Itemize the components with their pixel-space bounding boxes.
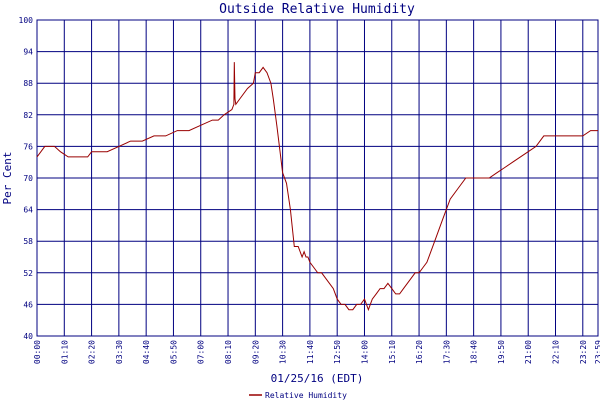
legend-label: Relative Humidity (265, 391, 347, 400)
x-tick-label: 09:20 (251, 340, 260, 364)
grid (36, 19, 599, 337)
x-tick-label: 03:30 (115, 340, 124, 364)
x-tick-label: 02:20 (88, 340, 97, 364)
x-tick-label: 23:20 (579, 340, 588, 364)
x-tick-label: 21:00 (524, 340, 533, 364)
x-tick-label: 22:10 (552, 340, 561, 364)
y-tick-label: 46 (23, 300, 33, 309)
x-tick-label: 00:00 (33, 340, 42, 364)
x-axis-label: 01/25/16 (EDT) (271, 372, 364, 385)
legend: Relative Humidity (249, 391, 347, 400)
x-tick-label: 04:40 (142, 340, 151, 364)
y-axis-label: Per Cent (1, 152, 14, 205)
x-tick-label: 11:40 (306, 340, 315, 364)
x-tick-labels: 00:00 01:10 02:20 03:30 04:40 05:50 07:00 08:10… (33, 340, 600, 364)
x-tick-label: 08:10 (224, 340, 233, 364)
x-tick-label: 19:50 (497, 340, 506, 364)
y-tick-label: 58 (23, 237, 33, 246)
x-tick-label: 10:30 (279, 340, 288, 364)
series-line-relative-humidity (36, 62, 598, 312)
y-tick-label: 40 (23, 332, 33, 341)
x-tick-label: 14:00 (360, 340, 369, 364)
x-tick-label: 01:10 (60, 340, 69, 364)
y-tick-labels: 40 46 52 58 64 70 76 82 88 94 100 (19, 16, 34, 341)
x-tick-label: 12:50 (333, 340, 342, 364)
x-tick-label: 17:30 (442, 340, 451, 364)
x-tick-label: 18:40 (470, 340, 479, 364)
y-tick-label: 88 (23, 79, 33, 88)
y-tick-label: 64 (23, 206, 33, 215)
plot-frame (36, 19, 599, 337)
x-tick-label: 05:50 (169, 340, 178, 364)
x-tick-label: 15:10 (388, 340, 397, 364)
x-tick-label: 23:59 (594, 340, 600, 364)
y-tick-label: 94 (23, 48, 33, 57)
x-tick-label: 16:20 (415, 340, 424, 364)
x-tick-label: 07:00 (197, 340, 206, 364)
y-tick-label: 76 (23, 142, 33, 151)
y-tick-label: 52 (23, 269, 33, 278)
y-tick-label: 82 (23, 111, 33, 120)
chart-title: Outside Relative Humidity (219, 2, 415, 17)
y-tick-label: 70 (23, 174, 33, 183)
y-tick-label: 100 (19, 16, 34, 25)
